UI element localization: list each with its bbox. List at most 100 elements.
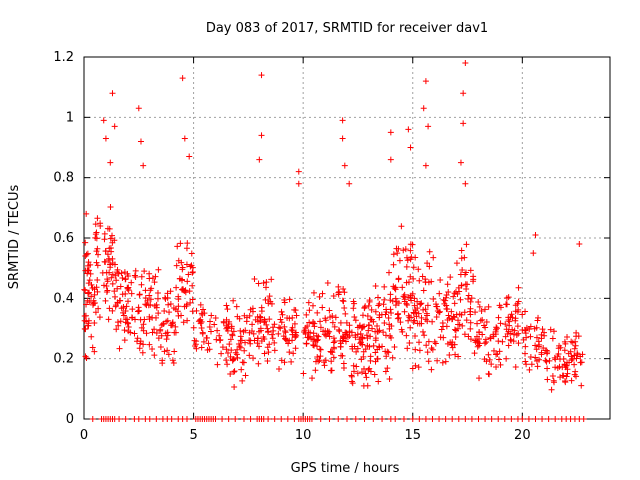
- data-point: [419, 273, 426, 280]
- data-point: [508, 416, 515, 422]
- data-point: [548, 386, 555, 393]
- data-point: [385, 315, 392, 322]
- data-point: [162, 294, 169, 301]
- data-point: [106, 305, 113, 312]
- data-point: [439, 359, 446, 366]
- data-point: [450, 293, 457, 300]
- data-point: [482, 336, 489, 343]
- data-point: [568, 377, 575, 384]
- data-point: [382, 332, 389, 339]
- data-point: [335, 416, 342, 422]
- data-point: [186, 288, 193, 295]
- data-point: [303, 311, 310, 318]
- data-point: [481, 306, 488, 313]
- data-point: [117, 297, 124, 304]
- data-point: [372, 335, 379, 342]
- data-point: [390, 283, 397, 290]
- data-point: [147, 287, 154, 294]
- data-point: [550, 328, 557, 335]
- data-point: [114, 266, 121, 273]
- data-point: [485, 303, 492, 310]
- data-point: [412, 333, 419, 340]
- data-point: [403, 263, 410, 270]
- data-point: [131, 272, 138, 279]
- data-point: [173, 284, 180, 291]
- data-point: [382, 368, 389, 375]
- data-point: [240, 328, 247, 335]
- data-point: [92, 234, 99, 241]
- data-point: [246, 337, 253, 344]
- data-point: [396, 257, 403, 264]
- data-point: [219, 344, 226, 351]
- data-point: [425, 338, 432, 345]
- data-points: [81, 60, 587, 422]
- data-point: [496, 348, 503, 355]
- data-point: [387, 291, 394, 298]
- data-point: [207, 318, 214, 325]
- data-point: [82, 253, 89, 260]
- data-point: [434, 357, 441, 364]
- data-point: [362, 346, 369, 353]
- data-point: [135, 105, 142, 112]
- data-point: [284, 314, 291, 321]
- data-point: [306, 307, 313, 314]
- data-point: [308, 416, 315, 422]
- data-point: [224, 306, 231, 313]
- data-point: [114, 285, 121, 292]
- data-point: [232, 416, 239, 422]
- data-point: [281, 299, 288, 306]
- data-point: [375, 378, 382, 385]
- data-point: [416, 277, 423, 284]
- data-point: [509, 326, 516, 333]
- data-point: [412, 306, 419, 313]
- data-point: [424, 260, 431, 267]
- data-point: [411, 302, 418, 309]
- data-point: [292, 307, 299, 314]
- data-point: [463, 317, 470, 324]
- data-point: [165, 301, 172, 308]
- data-point: [436, 290, 443, 297]
- data-point: [379, 416, 386, 422]
- data-point: [388, 309, 395, 316]
- data-point: [206, 324, 213, 331]
- data-point: [321, 362, 328, 369]
- data-point: [522, 327, 529, 334]
- data-point: [184, 317, 191, 324]
- data-point: [187, 263, 194, 270]
- data-point: [149, 345, 156, 352]
- data-point: [430, 254, 437, 261]
- data-point: [407, 292, 414, 299]
- data-point: [564, 359, 571, 366]
- data-point: [454, 325, 461, 332]
- data-point: [104, 251, 111, 258]
- data-point: [533, 324, 540, 331]
- data-point: [85, 259, 92, 266]
- data-point: [497, 361, 504, 368]
- data-point: [211, 321, 218, 328]
- data-point: [436, 308, 443, 315]
- data-point: [568, 357, 575, 364]
- data-point: [386, 269, 393, 276]
- data-point: [243, 314, 250, 321]
- data-point: [326, 328, 333, 335]
- data-point: [146, 275, 153, 282]
- data-point: [476, 329, 483, 336]
- data-point: [230, 297, 237, 304]
- data-point: [250, 355, 257, 362]
- data-point: [366, 343, 373, 350]
- data-point: [404, 302, 411, 309]
- data-point: [258, 72, 265, 79]
- data-point: [264, 325, 271, 332]
- data-point: [544, 365, 551, 372]
- data-point: [146, 416, 153, 422]
- data-point: [475, 416, 482, 422]
- data-point: [214, 327, 221, 334]
- data-point: [394, 250, 401, 257]
- data-point: [361, 323, 368, 330]
- data-point: [455, 317, 462, 324]
- data-point: [376, 327, 383, 334]
- data-point: [510, 338, 517, 345]
- data-point: [329, 319, 336, 326]
- data-point: [230, 356, 237, 363]
- data-point: [346, 322, 353, 329]
